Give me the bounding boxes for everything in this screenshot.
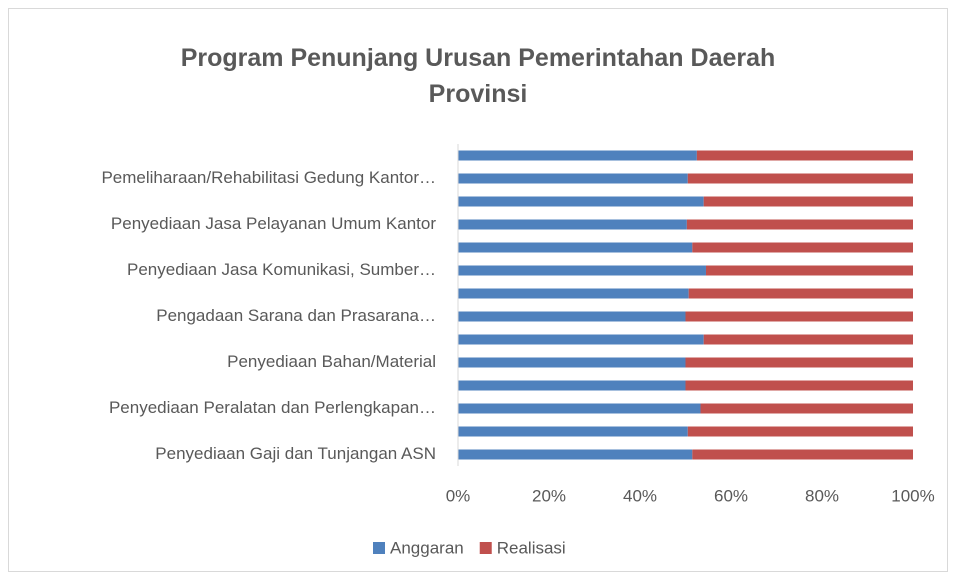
bar-segment xyxy=(458,265,706,276)
bar-segment xyxy=(458,150,697,161)
bar-segment xyxy=(685,380,913,391)
x-tick-label: 60% xyxy=(714,486,748,505)
bar-segment xyxy=(696,150,913,161)
y-tick-label: Penyediaan Jasa Komunikasi, Sumber… xyxy=(127,260,436,279)
bar-segment xyxy=(458,311,686,322)
legend-label: Realisasi xyxy=(497,538,566,557)
bar-segment xyxy=(705,265,913,276)
bar-segment xyxy=(458,334,704,345)
x-tick-label: 100% xyxy=(891,486,934,505)
chart-title: Program Penunjang Urusan Pemerintahan Da… xyxy=(180,44,776,108)
bar-segment xyxy=(687,173,913,184)
y-tick-label: Pemeliharaan/Rehabilitasi Gedung Kantor… xyxy=(101,168,436,187)
y-tick-label: Penyediaan Gaji dan Tunjangan ASN xyxy=(155,444,436,463)
y-tick-label: Penyediaan Peralatan dan Perlengkapan… xyxy=(109,398,436,417)
bar-segment xyxy=(458,196,704,207)
bar-segment xyxy=(692,242,913,253)
bar-segment xyxy=(458,426,688,437)
legend-swatch xyxy=(373,542,385,554)
bar-segment xyxy=(458,288,689,299)
bar-segment xyxy=(458,449,693,460)
bar-segment xyxy=(686,219,913,230)
bar-segment xyxy=(700,403,913,414)
x-tick-label: 80% xyxy=(805,486,839,505)
bar-segment xyxy=(458,357,686,368)
bar-segment xyxy=(688,288,913,299)
y-tick-label: Penyediaan Bahan/Material xyxy=(227,352,436,371)
y-tick-label: Pengadaan Sarana dan Prasarana… xyxy=(156,306,436,325)
x-tick-label: 40% xyxy=(623,486,657,505)
x-tick-label: 0% xyxy=(446,486,471,505)
bar-segment xyxy=(703,334,913,345)
bar-segment xyxy=(685,311,913,322)
bar-segment xyxy=(458,403,701,414)
bar-segment xyxy=(703,196,913,207)
x-tick-label: 20% xyxy=(532,486,566,505)
y-tick-label: Penyediaan Jasa Pelayanan Umum Kantor xyxy=(111,214,436,233)
bar-segment xyxy=(692,449,913,460)
bar-segment xyxy=(458,173,688,184)
legend-label: Anggaran xyxy=(390,538,464,557)
bar-segment xyxy=(685,357,913,368)
bar-segment xyxy=(458,242,693,253)
legend-swatch xyxy=(479,542,492,554)
bar-segment xyxy=(687,426,913,437)
bar-segment xyxy=(458,380,686,391)
bar-segment xyxy=(458,219,687,230)
